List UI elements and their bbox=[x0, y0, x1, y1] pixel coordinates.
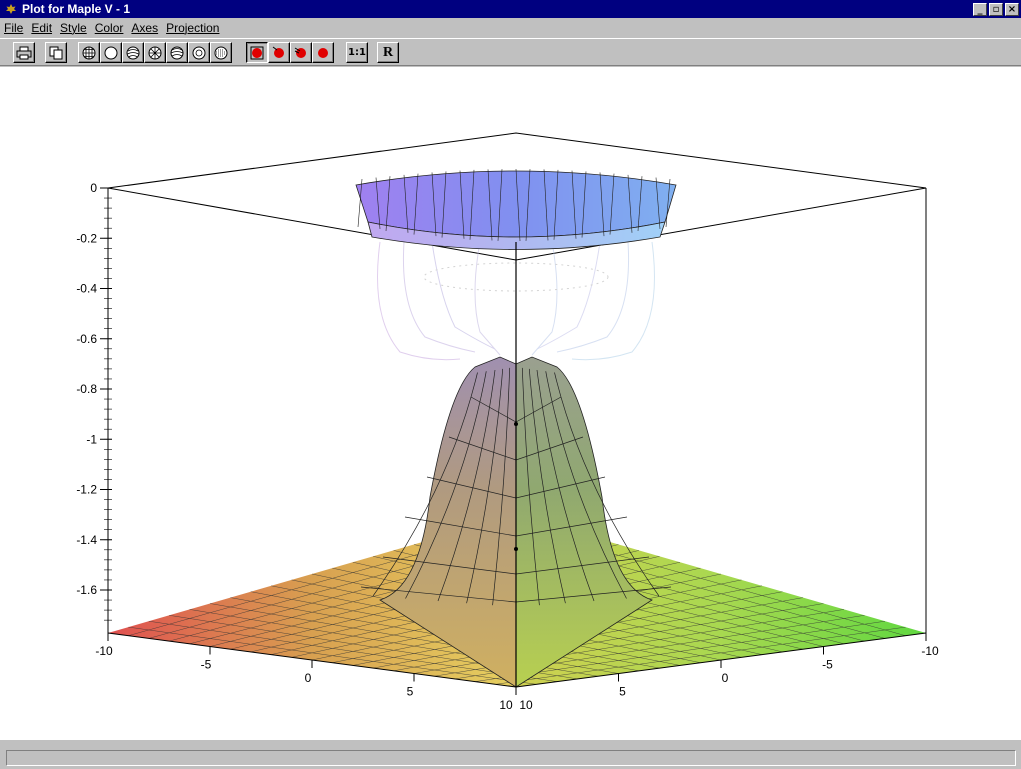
z-axis: 0 -0.2 -0.4 -0.6 -0.8 -1 -1.2 -1.4 -1.6 bbox=[76, 181, 112, 633]
light-4-icon bbox=[318, 47, 328, 58]
right-axis-tick: 5 bbox=[618, 673, 626, 699]
menu-projection[interactable]: Projection bbox=[166, 21, 220, 35]
connecting-curves bbox=[377, 241, 655, 361]
right-axis-tick: -5 bbox=[822, 646, 833, 672]
z-tick-label: -1.4 bbox=[76, 533, 97, 547]
x-axis-left: -10 -5 0 5 10 bbox=[95, 632, 517, 712]
hidden-line-icon bbox=[192, 46, 206, 59]
copy-button[interactable] bbox=[45, 42, 67, 63]
menu-bar: File Edit Style Color Axes Projection bbox=[0, 19, 1021, 37]
floor-surface bbox=[108, 515, 926, 687]
light-scheme-1-button[interactable] bbox=[246, 42, 268, 63]
left-axis-tick: -5 bbox=[201, 646, 212, 672]
window-title: Plot for Maple V - 1 bbox=[22, 2, 131, 16]
light-3-icon bbox=[294, 47, 306, 58]
right-tick-label: 5 bbox=[619, 685, 626, 699]
scale-label: 1:1 bbox=[348, 47, 366, 58]
left-tick-label: -10 bbox=[95, 644, 113, 658]
left-axis-tick: -10 bbox=[95, 633, 113, 658]
contour-icon bbox=[170, 46, 184, 59]
light-scheme-3-button[interactable] bbox=[290, 42, 312, 63]
right-tick-label: 0 bbox=[722, 671, 729, 685]
menu-file[interactable]: File bbox=[4, 21, 24, 35]
right-axis-tick: 0 bbox=[720, 660, 729, 685]
maple-leaf-icon bbox=[4, 2, 18, 16]
status-bar bbox=[6, 750, 1016, 766]
peak-surface bbox=[360, 356, 672, 688]
y-axis-right: 10 5 0 -5 -10 bbox=[515, 632, 939, 712]
menu-axes[interactable]: Axes bbox=[131, 21, 159, 35]
maximize-button[interactable]: ▫ bbox=[989, 2, 1003, 16]
left-tick-label: 0 bbox=[305, 671, 312, 685]
style-contour-button[interactable] bbox=[166, 42, 188, 63]
toolbar: 1:1 R bbox=[0, 38, 1021, 66]
print-button[interactable] bbox=[13, 42, 35, 63]
z-tick-label: -0.2 bbox=[76, 231, 97, 245]
light-1-icon bbox=[250, 46, 264, 59]
printer-icon bbox=[16, 46, 32, 59]
left-tick-label: -5 bbox=[201, 658, 212, 672]
patch-nogrid-icon bbox=[148, 46, 162, 59]
z-tick-label: -0.8 bbox=[76, 382, 97, 396]
redraw-label: R bbox=[382, 44, 394, 60]
z-tick-label: -1.2 bbox=[76, 483, 97, 497]
light-2-icon bbox=[272, 46, 284, 58]
light-scheme-2-button[interactable] bbox=[268, 42, 290, 63]
left-tick-label: 5 bbox=[407, 685, 414, 699]
copy-icon bbox=[49, 46, 63, 59]
z-tick-label: -0.6 bbox=[76, 332, 97, 346]
z-tick-label: -0.4 bbox=[76, 282, 97, 296]
center-node bbox=[514, 547, 518, 551]
wireframe-patch-icon bbox=[82, 46, 96, 59]
z-tick-label: -1 bbox=[86, 432, 97, 446]
title-bar: Plot for Maple V - 1 _ ▫ × bbox=[0, 0, 1021, 18]
left-tick-label: 10 bbox=[499, 698, 513, 712]
style-contour-patch-button[interactable] bbox=[122, 42, 144, 63]
plot-canvas[interactable]: 0 -0.2 -0.4 -0.6 -0.8 -1 -1.2 -1.4 -1.6 -10 -5 0 5 1… bbox=[0, 67, 1021, 740]
close-button[interactable]: × bbox=[1005, 2, 1019, 16]
right-axis-tick: 10 bbox=[515, 687, 533, 712]
style-patch-button[interactable] bbox=[100, 42, 122, 63]
redraw-button[interactable]: R bbox=[377, 42, 399, 63]
right-tick-label: -10 bbox=[921, 644, 939, 658]
right-tick-label: 10 bbox=[519, 698, 533, 712]
style-hidden-line-button[interactable] bbox=[188, 42, 210, 63]
disk-surface bbox=[355, 168, 677, 250]
patch-icon bbox=[104, 46, 118, 59]
left-axis-tick: 0 bbox=[305, 660, 313, 685]
right-tick-label: -5 bbox=[822, 658, 833, 672]
z-tick-label: -1.6 bbox=[76, 583, 97, 597]
3d-surface-plot: 0-0.2-0.4-0.6-0.8-1-1.2-1.4-1.6 -10-5051… bbox=[76, 132, 939, 712]
menu-style[interactable]: Style bbox=[60, 21, 87, 35]
left-axis-tick: 5 bbox=[407, 673, 415, 699]
minimize-button[interactable]: _ bbox=[973, 2, 987, 16]
style-wireframe-patch-button[interactable] bbox=[78, 42, 100, 63]
scale-1-1-button[interactable]: 1:1 bbox=[346, 42, 368, 63]
style-patch-nogrid-button[interactable] bbox=[144, 42, 166, 63]
right-axis-tick: -10 bbox=[921, 633, 939, 658]
z-tick-label: 0 bbox=[90, 181, 97, 195]
light-scheme-4-button[interactable] bbox=[312, 42, 334, 63]
contour-patch-icon bbox=[126, 46, 140, 59]
center-node bbox=[514, 422, 518, 426]
style-point-button[interactable] bbox=[210, 42, 232, 63]
menu-color[interactable]: Color bbox=[94, 21, 124, 35]
menu-edit[interactable]: Edit bbox=[31, 21, 53, 35]
point-icon bbox=[214, 46, 228, 59]
left-axis-tick: 10 bbox=[499, 687, 517, 712]
